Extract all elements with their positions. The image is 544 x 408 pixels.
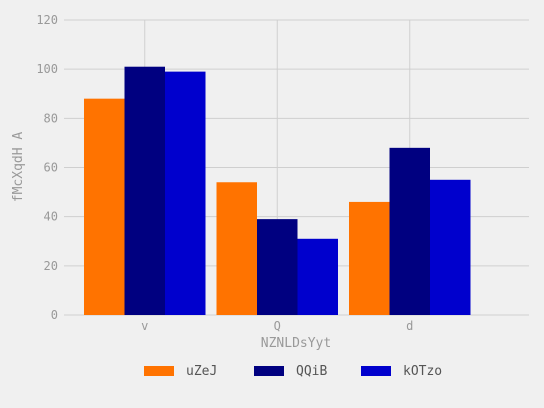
legend-label: QQiB [296,364,327,379]
y-tick-label: 120 [36,13,58,27]
y-tick-label: 80 [44,111,58,125]
x-tick-label: Q [274,319,281,333]
legend-item: QQiB [254,364,327,379]
x-axis-label: NZNLDsYyt [261,336,331,351]
bar [165,71,206,315]
bar [257,219,298,315]
legend-label: kOTzo [403,364,442,379]
bar [124,66,165,315]
bar [349,201,390,315]
y-tick-label: 60 [44,161,58,175]
x-tick-label: v [141,319,148,333]
bar [216,182,257,315]
bars [84,66,471,316]
y-tick-label: 0 [51,308,58,322]
legend-swatch [144,366,174,376]
bar [297,238,338,315]
y-tick-label: 20 [44,259,58,273]
x-tick-label: d [406,319,413,333]
bar [84,98,125,316]
legend: uZeJ QQiB kOTzo [144,364,442,379]
bar [430,179,471,315]
y-tick-label: 40 [44,210,58,224]
y-axis-label: fMcXqdH A [11,132,26,203]
y-axis: 0 20 40 60 80 100 120 [36,13,58,322]
bar [389,147,430,315]
legend-label: uZeJ [186,364,217,379]
y-tick-label: 100 [36,62,58,76]
legend-item: uZeJ [144,364,217,379]
legend-item: kOTzo [361,364,442,379]
legend-swatch [254,366,284,376]
legend-swatch [361,366,391,376]
